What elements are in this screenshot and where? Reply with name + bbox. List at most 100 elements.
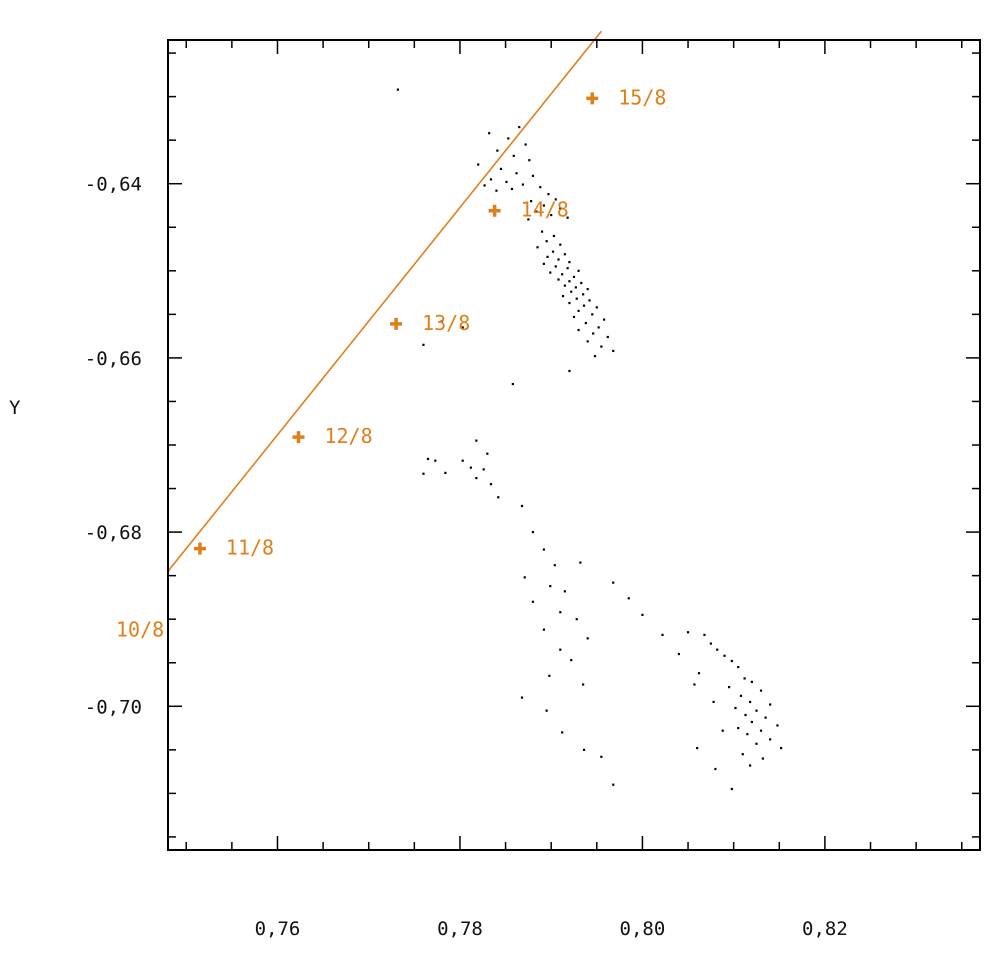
scatter-point: [582, 304, 586, 307]
scatter-point: [495, 189, 498, 192]
scatter-point: [761, 757, 764, 760]
scatter-point: [521, 183, 525, 186]
scatter-point: [677, 652, 681, 656]
scatter-point: [531, 530, 535, 534]
scatter-point: [554, 198, 557, 201]
scatter-point: [505, 180, 508, 184]
scatter-point: [612, 349, 615, 353]
scatter-point: [600, 755, 603, 758]
scatter-point: [603, 318, 606, 321]
scatter-point: [764, 716, 767, 719]
scatter-point: [426, 457, 430, 461]
scatter-point: [568, 369, 571, 373]
scatter-point: [563, 590, 566, 593]
scatter-point: [750, 680, 754, 684]
scatter-point: [483, 184, 486, 187]
scatter-point: [524, 143, 527, 146]
scatter-point: [572, 275, 576, 279]
scatter-point: [520, 504, 524, 508]
scatter-point: [748, 700, 752, 704]
scatter-point: [444, 471, 447, 474]
scatter-point: [489, 483, 493, 486]
scatter-point: [744, 713, 747, 717]
scatter-point: [477, 163, 480, 166]
scatter-point: [539, 186, 542, 189]
scatter-point: [512, 154, 515, 157]
scatter-point: [489, 178, 493, 181]
scatter-point: [734, 706, 737, 710]
scatter-point: [461, 459, 464, 462]
scatter-point: [575, 297, 578, 300]
scatter-point: [712, 700, 715, 704]
scatter-point: [554, 265, 557, 268]
scatter-point: [703, 633, 706, 636]
track-marker-label: 12/8: [324, 424, 372, 448]
y-axis-label: Y: [9, 397, 21, 419]
track-marker-label: 11/8: [226, 536, 274, 560]
scatter-point: [741, 753, 744, 756]
scatter-point: [507, 137, 510, 140]
scatter-point: [588, 299, 591, 302]
scatter-point: [570, 659, 573, 662]
tick-labels: 0,76 0,78 0,80 0,82 -0,64 -0,66 -0,68 -0,70: [85, 174, 848, 940]
scatter-point: [582, 293, 585, 296]
scatter-point: [518, 125, 521, 129]
scatter-point: [496, 149, 499, 152]
scatter-point: [563, 284, 566, 287]
scatter-point: [552, 234, 556, 238]
scatter-point: [769, 703, 772, 706]
scatter-point: [591, 313, 594, 316]
plot-frame: [167, 39, 981, 851]
scatter-point: [568, 260, 571, 264]
y-tick-label: -0,70: [85, 696, 142, 718]
scatter-point: [469, 466, 473, 469]
scatter-point: [475, 439, 478, 442]
scatter-point: [559, 611, 562, 614]
axis-ticks: [168, 40, 980, 850]
scatter-point: [577, 309, 580, 312]
scatter-point: [422, 472, 425, 475]
scatter-point: [721, 729, 724, 732]
scatter-point: [697, 672, 701, 675]
scatter-point: [545, 240, 548, 243]
scatter-point: [696, 746, 699, 750]
track-line: [167, 30, 602, 572]
scatter-point: [780, 746, 783, 750]
scatter-point: [486, 452, 489, 455]
scatter-point: [482, 468, 485, 471]
scatter-point: [759, 729, 763, 732]
track: 11/8 12/8 13/8 14/8 15/8 10/8: [116, 30, 666, 642]
scatter-point: [528, 159, 531, 162]
y-tick-label: -0,64: [85, 174, 142, 196]
y-tick-label: -0,66: [85, 348, 142, 370]
scatter-point: [530, 200, 533, 203]
scatter-point: [511, 382, 514, 386]
scatter-point: [499, 167, 503, 171]
track-marker: [193, 542, 206, 555]
scatter-point: [743, 677, 746, 680]
scatter-point: [728, 686, 731, 689]
scatter-point: [548, 674, 551, 677]
data-points: [396, 88, 783, 791]
scatter-point: [510, 187, 514, 191]
scatter-point: [612, 581, 615, 584]
scatter-point: [527, 218, 530, 221]
scatter-point: [575, 618, 578, 621]
scatter-point: [396, 88, 400, 91]
scatter-point: [542, 262, 545, 265]
scatter-point: [559, 648, 562, 651]
scatter-point: [557, 258, 560, 261]
scatter-point: [540, 230, 544, 233]
track-marker: [586, 92, 599, 105]
scatter-point: [542, 204, 545, 207]
scatter-point: [586, 637, 589, 640]
scatter-point: [566, 267, 569, 270]
y-tick-label: -0,68: [85, 522, 142, 544]
scatter-point: [561, 294, 565, 298]
scatter-point: [627, 597, 630, 600]
scatter-point: [440, 320, 443, 323]
scatter-point: [579, 561, 582, 564]
scatter-point: [546, 255, 549, 258]
scatter-point: [686, 631, 690, 634]
